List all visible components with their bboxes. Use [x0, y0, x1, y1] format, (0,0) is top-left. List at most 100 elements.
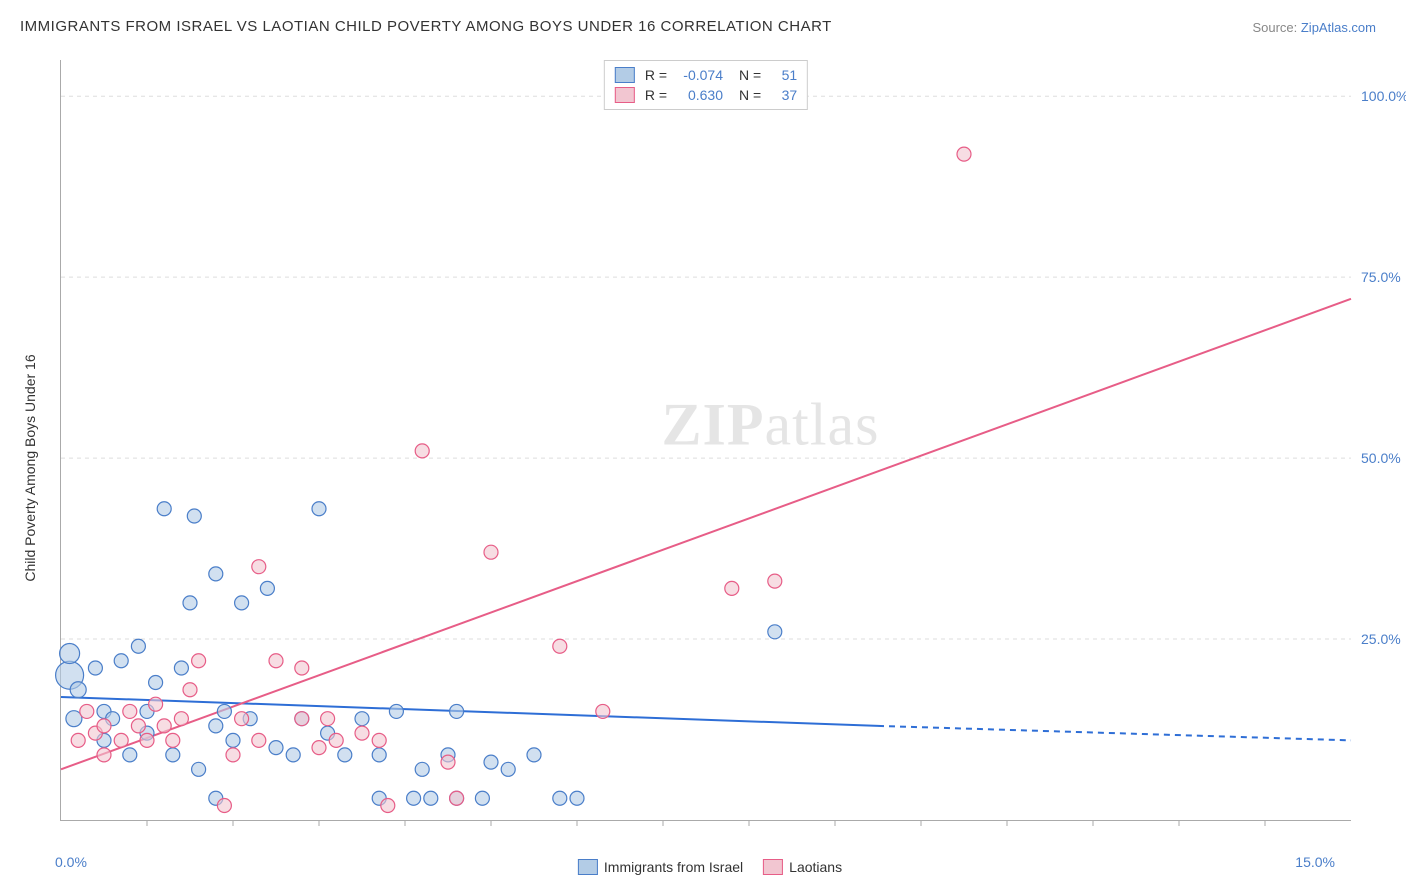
scatter-point — [123, 748, 137, 762]
scatter-point — [166, 733, 180, 747]
scatter-point — [475, 791, 489, 805]
scatter-point — [157, 502, 171, 516]
source-label: Source: — [1252, 20, 1300, 35]
scatter-point — [192, 654, 206, 668]
scatter-point — [187, 509, 201, 523]
scatter-point — [114, 733, 128, 747]
legend-series-1: Immigrants from Israel — [578, 859, 743, 875]
r-label-2: R = — [645, 87, 667, 103]
scatter-point — [570, 791, 584, 805]
scatter-point — [527, 748, 541, 762]
source-link[interactable]: ZipAtlas.com — [1301, 20, 1376, 35]
y-tick-label: 75.0% — [1361, 269, 1401, 285]
scatter-point — [88, 661, 102, 675]
scatter-point — [123, 704, 137, 718]
legend-stats: R = -0.074 N = 51 R = 0.630 N = 37 — [604, 60, 808, 110]
r-value-2: 0.630 — [673, 87, 723, 103]
scatter-point — [209, 719, 223, 733]
legend-swatch-series-1 — [578, 859, 598, 875]
scatter-point — [252, 733, 266, 747]
scatter-point — [372, 733, 386, 747]
scatter-point — [450, 791, 464, 805]
scatter-point — [768, 625, 782, 639]
scatter-point — [484, 545, 498, 559]
scatter-point — [226, 748, 240, 762]
scatter-point — [217, 704, 231, 718]
scatter-point — [424, 791, 438, 805]
legend-swatch-pink — [615, 87, 635, 103]
scatter-point — [312, 502, 326, 516]
scatter-point — [596, 704, 610, 718]
scatter-point — [295, 661, 309, 675]
chart-title: IMMIGRANTS FROM ISRAEL VS LAOTIAN CHILD … — [20, 18, 832, 35]
scatter-point — [174, 661, 188, 675]
n-value-1: 51 — [767, 67, 797, 83]
x-axis-max-label: 15.0% — [1295, 854, 1335, 870]
scatter-point — [372, 748, 386, 762]
scatter-point — [183, 683, 197, 697]
legend-swatch-series-2 — [763, 859, 783, 875]
scatter-point — [174, 712, 188, 726]
scatter-point — [166, 748, 180, 762]
scatter-point — [338, 748, 352, 762]
legend-swatch-blue — [615, 67, 635, 83]
scatter-point — [450, 704, 464, 718]
n-label: N = — [739, 67, 761, 83]
source-attribution: Source: ZipAtlas.com — [1252, 20, 1376, 35]
scatter-point — [235, 596, 249, 610]
n-value-2: 37 — [767, 87, 797, 103]
scatter-point — [768, 574, 782, 588]
scatter-point — [381, 799, 395, 813]
scatter-point — [329, 733, 343, 747]
legend-series: Immigrants from Israel Laotians — [578, 859, 842, 875]
scatter-point — [355, 712, 369, 726]
scatter-point — [217, 799, 231, 813]
scatter-point — [114, 654, 128, 668]
scatter-point — [957, 147, 971, 161]
scatter-point — [415, 444, 429, 458]
scatter-point — [441, 755, 455, 769]
scatter-point — [355, 726, 369, 740]
scatter-point — [192, 762, 206, 776]
scatter-point — [71, 733, 85, 747]
r-label: R = — [645, 67, 667, 83]
y-tick-label: 50.0% — [1361, 450, 1401, 466]
scatter-point — [80, 704, 94, 718]
scatter-point — [501, 762, 515, 776]
scatter-point — [260, 581, 274, 595]
scatter-point — [140, 733, 154, 747]
scatter-point — [312, 741, 326, 755]
scatter-point — [725, 581, 739, 595]
scatter-point — [269, 654, 283, 668]
scatter-point — [252, 560, 266, 574]
scatter-point — [209, 567, 223, 581]
y-tick-label: 25.0% — [1361, 631, 1401, 647]
scatter-point — [226, 733, 240, 747]
scatter-point — [389, 704, 403, 718]
y-axis-label: Child Poverty Among Boys Under 16 — [22, 354, 38, 581]
legend-series-2-label: Laotians — [789, 859, 842, 875]
legend-series-1-label: Immigrants from Israel — [604, 859, 743, 875]
n-label-2: N = — [739, 87, 761, 103]
scatter-point — [149, 675, 163, 689]
scatter-point — [415, 762, 429, 776]
scatter-point — [157, 719, 171, 733]
legend-stats-row-2: R = 0.630 N = 37 — [615, 85, 797, 105]
scatter-point — [97, 719, 111, 733]
scatter-point — [70, 682, 86, 698]
scatter-point — [553, 791, 567, 805]
scatter-point — [131, 719, 145, 733]
y-tick-label: 100.0% — [1361, 88, 1406, 104]
scatter-point — [60, 644, 80, 664]
scatter-point — [97, 748, 111, 762]
legend-stats-row-1: R = -0.074 N = 51 — [615, 65, 797, 85]
plot-svg: 25.0%50.0%75.0%100.0% — [61, 60, 1351, 820]
scatter-point — [235, 712, 249, 726]
scatter-point — [321, 712, 335, 726]
scatter-point — [407, 791, 421, 805]
scatter-point — [183, 596, 197, 610]
scatter-point — [553, 639, 567, 653]
scatter-point — [286, 748, 300, 762]
scatter-point — [149, 697, 163, 711]
scatter-point — [269, 741, 283, 755]
